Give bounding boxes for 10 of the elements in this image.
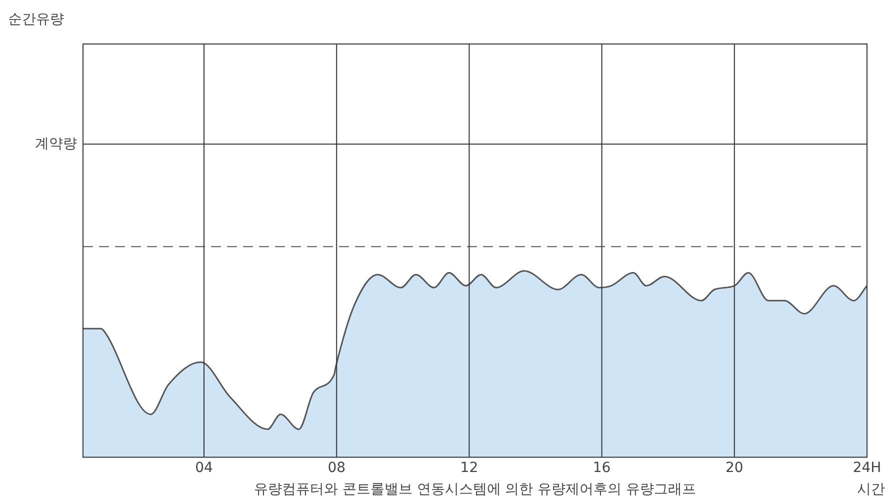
x-tick-label: 08: [328, 460, 346, 476]
ref-line-label: 계약량: [35, 136, 77, 152]
x-tick-label: 12: [460, 460, 478, 476]
text: 유량컴퓨터와 콘트롤밸브 연동시스템에 의한 유량제어후의 유량그래프: [254, 482, 696, 498]
x-tick-label: 16: [592, 460, 611, 476]
x-tick-label: 04: [195, 460, 213, 476]
x-tick-label: 24H: [852, 460, 882, 476]
text: 순간유량: [8, 12, 64, 28]
x-axis-title: 시간: [857, 482, 885, 498]
x-tick-label: 20: [725, 460, 744, 476]
